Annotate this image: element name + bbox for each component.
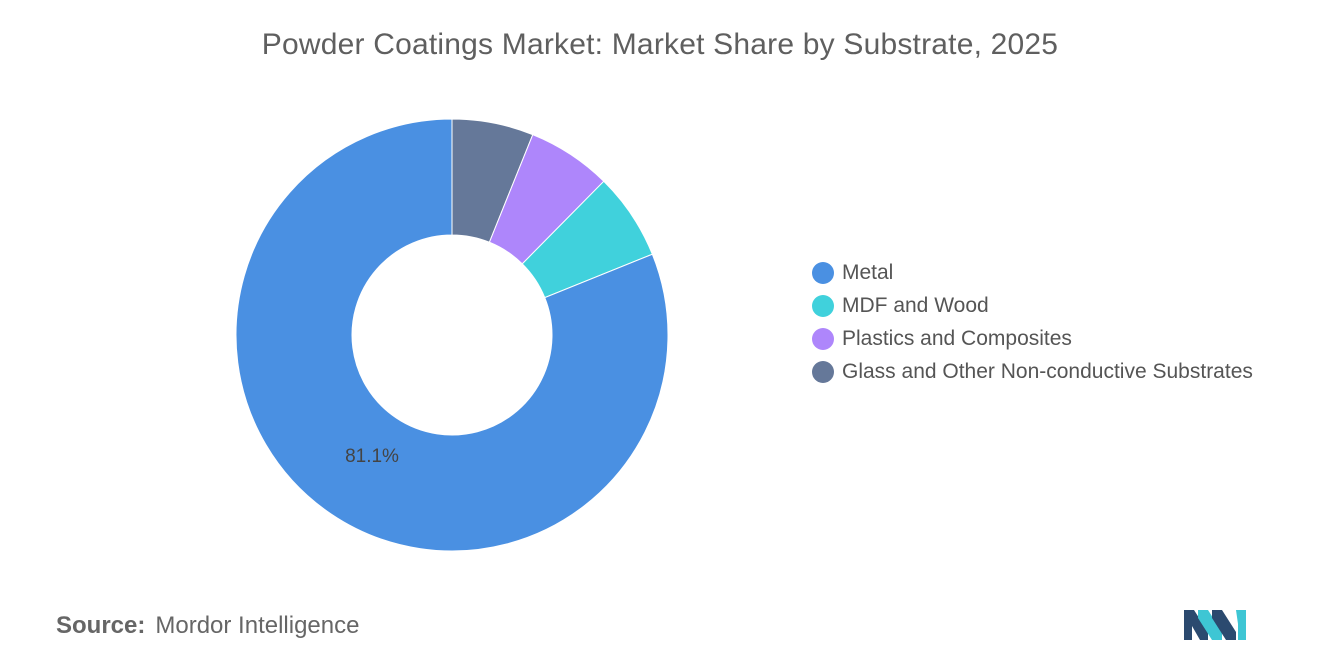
mordor-intelligence-logo-icon (1184, 610, 1246, 640)
legend-label: Metal (842, 260, 894, 284)
legend-label: MDF and Wood (842, 293, 989, 317)
legend-swatch (812, 360, 834, 383)
legend-swatch (812, 261, 834, 284)
legend-item-glass-and-other-non-conductive-substrates: Glass and Other Non-conductive Substrate… (812, 355, 1253, 388)
legend-label: Glass and Other Non-conductive Substrate… (842, 359, 1253, 383)
legend-label: Plastics and Composites (842, 326, 1072, 350)
donut-slices (235, 118, 669, 552)
legend-item-metal: Metal (812, 256, 1253, 289)
source-note: Source: Mordor Intelligence (56, 612, 359, 640)
legend-item-mdf-and-wood: MDF and Wood (812, 289, 1253, 322)
legend-swatch (812, 327, 834, 350)
data-labels: 81.1% (345, 446, 399, 467)
source-name: Mordor Intelligence (155, 612, 360, 639)
chart-legend: Metal MDF and Wood Plastics and Composites… (812, 256, 1253, 388)
legend-item-plastics-and-composites: Plastics and Composites (812, 322, 1253, 355)
slice-metal (235, 118, 669, 552)
data-label-metal: 81.1% (345, 446, 399, 467)
chart-title: Powder Coatings Market: Market Share by … (261, 28, 1059, 61)
legend-swatch (812, 294, 834, 317)
source-label: Source: (56, 612, 146, 639)
